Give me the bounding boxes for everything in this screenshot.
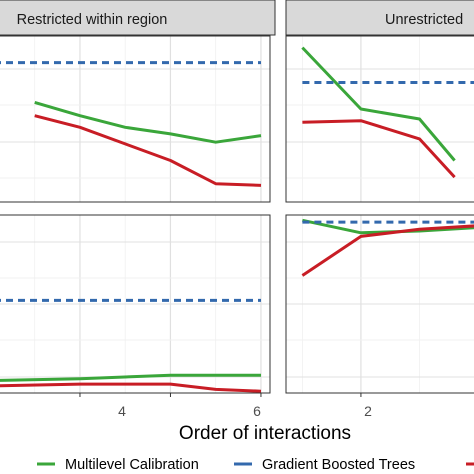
panel-border	[285, 35, 474, 203]
series-line-third-series	[302, 119, 456, 179]
panels-layer	[0, 35, 474, 397]
facet-strip-left: Restricted within region	[0, 0, 276, 36]
legend-label-gradient-boosted-trees: Gradient Boosted Trees	[262, 457, 415, 473]
panel-border	[285, 214, 474, 394]
series-line-multilevel-calibration	[0, 373, 261, 382]
series-line-third-series	[0, 382, 262, 393]
facet-title-right: Unrestricted	[385, 12, 463, 28]
series-lines	[301, 46, 474, 179]
x-tick-label-6: 6	[253, 403, 261, 419]
x-tick-label-4: 4	[118, 403, 126, 419]
series-line-third-series	[301, 224, 474, 277]
series-lines	[0, 61, 262, 187]
legend: Multilevel Calibration Gradient Boosted …	[37, 457, 474, 473]
panel-unrestricted-row-1	[285, 35, 474, 203]
panel-unrestricted-row-2	[285, 214, 474, 397]
x-tick-label-2-right: 2	[364, 403, 372, 419]
series-line-multilevel-calibration	[301, 46, 456, 162]
x-tick-labels: 4 6 2	[118, 403, 372, 419]
gridlines	[0, 215, 270, 393]
panel-background	[0, 36, 270, 202]
panel-border	[0, 214, 271, 394]
panel-restricted-within-region-row-1	[0, 35, 271, 203]
x-axis-label: Order of interactions	[179, 423, 351, 444]
legend-label-multilevel-calibration: Multilevel Calibration	[65, 457, 199, 473]
series-line-multilevel-calibration	[34, 100, 262, 144]
series-lines	[301, 218, 474, 277]
series-lines	[0, 298, 262, 393]
facet-title-left: Restricted within region	[17, 12, 168, 28]
panel-restricted-within-region-row-2	[0, 214, 271, 397]
gridlines	[286, 215, 474, 393]
series-line-third-series	[34, 114, 262, 187]
panel-border	[0, 35, 271, 203]
facet-strip-right: Unrestricted	[285, 0, 474, 36]
